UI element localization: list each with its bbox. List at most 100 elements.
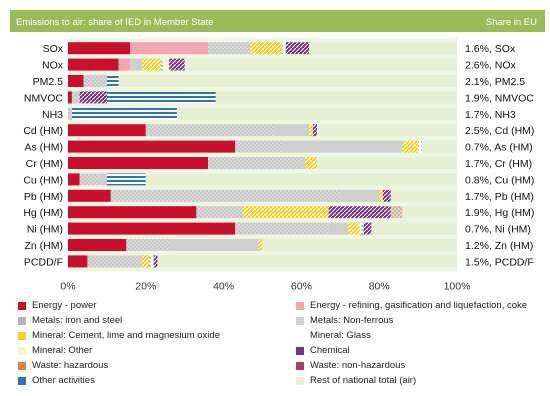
bar-segment-zn-hm-metals-iron-and-steel <box>126 239 170 251</box>
category-label-cd-hm: Cd (HM) <box>23 125 63 137</box>
legend-item-mineral-glass: Mineral: Glass <box>296 330 371 341</box>
bar-segment-nox-chemical <box>169 58 185 71</box>
legend-label: Mineral: Cement, lime and magnesium oxid… <box>32 330 220 341</box>
category-label-sox: SOx <box>43 43 64 55</box>
bar-segment-cu-hm-other-activities <box>106 173 146 186</box>
legend-item-mineral-other: Mineral: Other <box>18 345 92 356</box>
x-tick-label: 20% <box>135 281 156 293</box>
bar-segment-hg-hm-waste-hazardous <box>390 206 403 219</box>
bar-segment-pcdd-f-chemical <box>153 255 158 268</box>
x-tick-label: 40% <box>213 281 234 293</box>
category-label-pm2-5: PM2.5 <box>33 76 64 88</box>
share-label-pb-hm: 1.7%, Pb (HM) <box>465 191 534 203</box>
bar-segment-nmvoc-rest-of-national-total-air <box>215 91 457 104</box>
bar-segment-cr-hm-rest-of-national-total-air <box>316 157 457 169</box>
bar-segment-as-hm-mineral-glass <box>418 140 422 153</box>
bar-segment-ni-hm-mineral-glass <box>359 222 364 235</box>
bar-segment-as-hm-mineral-cement-lime-and-magnesium-oxide <box>402 140 419 153</box>
legend-item-rest-of-national-total-air: Rest of national total (air) <box>296 375 416 386</box>
share-label-as-hm: 0.7%, As (HM) <box>465 142 533 154</box>
bar-segment-nox-mineral-other <box>165 58 170 71</box>
legend-swatch <box>18 361 26 370</box>
share-label-pm2-5: 2.1%, PM2.5 <box>465 76 525 88</box>
bar-segment-nh3-metals-iron-and-steel <box>68 107 72 120</box>
legend-item-metals-non-ferrous: Metals: Non-ferrous <box>296 315 393 326</box>
bar-segment-pm2-5-metals-iron-and-steel <box>83 75 104 87</box>
bar-segment-zn-hm-energy-power <box>68 239 127 251</box>
bar-segment-cr-hm-metals-non-ferrous <box>301 157 306 169</box>
bar-segment-nh3-rest-of-national-total-air <box>176 107 458 120</box>
legend-item-other-activities: Other activities <box>18 375 95 386</box>
category-label-pb-hm: Pb (HM) <box>24 191 63 203</box>
bar-segment-pb-hm-chemical <box>383 189 391 202</box>
legend-label: Energy - refining, gasification and liqu… <box>310 300 528 311</box>
bar-segment-cr-hm-energy-power <box>68 157 209 169</box>
bar-segment-cu-hm-metals-non-ferrous <box>99 173 107 186</box>
bar-segment-zn-hm-mineral-cement-lime-and-magnesium-oxide <box>258 239 263 251</box>
bar-segment-hg-hm-mineral-cement-lime-and-magnesium-oxide <box>243 206 329 219</box>
share-in-eu-header: Share in EU <box>486 17 537 28</box>
legend-swatch <box>18 331 26 340</box>
legend-item-mineral-cement-lime-and-magnesium-oxide: Mineral: Cement, lime and magnesium oxid… <box>18 330 220 341</box>
bar-segment-as-hm-rest-of-national-total-air <box>421 140 457 153</box>
bar-segment-ni-hm-chemical <box>363 222 372 235</box>
bar-segment-pm2-5-other-activities <box>106 75 119 87</box>
category-label-nox: NOx <box>42 60 64 72</box>
bar-segment-cd-hm-chemical <box>313 124 317 137</box>
legend-item-waste-hazardous: Waste: hazardous <box>18 360 108 371</box>
bar-segment-nox-mineral-glass <box>161 58 166 71</box>
category-label-nmvoc: NMVOC <box>24 92 64 104</box>
bar-segment-cd-hm-energy-power <box>68 124 146 137</box>
legend-label: Metals: iron and steel <box>32 315 123 326</box>
bar-segment-hg-hm-energy-power <box>68 206 197 219</box>
bar-segment-pb-hm-energy-power <box>68 189 111 202</box>
legend-swatch <box>18 346 26 355</box>
category-label-pcdd-f: PCDD/F <box>24 256 63 268</box>
bar-segment-nmvoc-chemical <box>79 91 107 104</box>
share-label-zn-hm: 1.2%, Zn (HM) <box>465 240 533 252</box>
bar-segment-pb-hm-metals-iron-and-steel <box>110 189 341 202</box>
x-tick-label: 0% <box>60 281 75 293</box>
bar-segment-cu-hm-rest-of-national-total-air <box>145 173 458 186</box>
legend-label: Other activities <box>32 375 95 386</box>
legend-swatch <box>296 301 304 310</box>
legend-label: Waste: hazardous <box>32 360 109 371</box>
bar-segment-as-hm-metals-non-ferrous <box>281 140 403 153</box>
bar-segment-pm2-5-rest-of-national-total-air <box>118 75 457 87</box>
share-label-cd-hm: 2.5%, Cd (HM) <box>465 125 534 137</box>
category-label-hg-hm: Hg (HM) <box>23 207 63 219</box>
bar-segment-pcdd-f-mineral-glass <box>149 255 154 268</box>
bar-segment-nmvoc-energy-power <box>68 91 72 104</box>
legend-label: Metals: Non-ferrous <box>310 315 394 326</box>
category-label-ni-hm: Ni (HM) <box>27 224 63 236</box>
share-label-nox: 2.6%, NOx <box>465 60 517 72</box>
bar-segment-nox-energy-power <box>68 58 119 71</box>
bar-segment-sox-metals-iron-and-steel <box>208 42 251 55</box>
bar-segment-cr-hm-mineral-cement-lime-and-magnesium-oxide <box>305 157 317 169</box>
x-tick-label: 80% <box>369 281 390 293</box>
legend-swatch <box>296 316 304 325</box>
legend-swatch <box>18 301 26 310</box>
category-label-as-hm: As (HM) <box>25 142 64 154</box>
legend-swatch <box>18 316 26 325</box>
share-label-hg-hm: 1.9%, Hg (HM) <box>465 207 534 219</box>
legend-item-chemical: Chemical <box>296 345 350 356</box>
chart-title: Emissions to air: share of IED in Member… <box>16 17 213 28</box>
share-label-cu-hm: 0.8%, Cu (HM) <box>465 174 534 186</box>
bar-segment-hg-hm-metals-iron-and-steel <box>196 206 244 219</box>
category-label-nh3: NH3 <box>42 109 63 121</box>
bar-segment-pcdd-f-rest-of-national-total-air <box>157 255 457 268</box>
bar-segment-sox-energy-power <box>68 42 131 55</box>
legend-item-energy-refining-gasification-and-liquefaction-coke: Energy - refining, gasification and liqu… <box>296 300 527 311</box>
legend-swatch <box>296 331 304 340</box>
bar-segment-cd-hm-rest-of-national-total-air <box>316 124 457 137</box>
plot-background <box>68 38 457 272</box>
legend-swatch <box>296 361 304 370</box>
bar-segment-nox-rest-of-national-total-air <box>184 58 457 71</box>
bar-segment-zn-hm-rest-of-national-total-air <box>262 239 457 251</box>
bar-segment-ni-hm-metals-iron-and-steel <box>235 222 329 235</box>
bar-segment-cd-hm-mineral-cement-lime-and-magnesium-oxide <box>309 124 314 137</box>
legend-label: Mineral: Glass <box>310 330 371 341</box>
legend-label: Mineral: Other <box>32 345 93 356</box>
